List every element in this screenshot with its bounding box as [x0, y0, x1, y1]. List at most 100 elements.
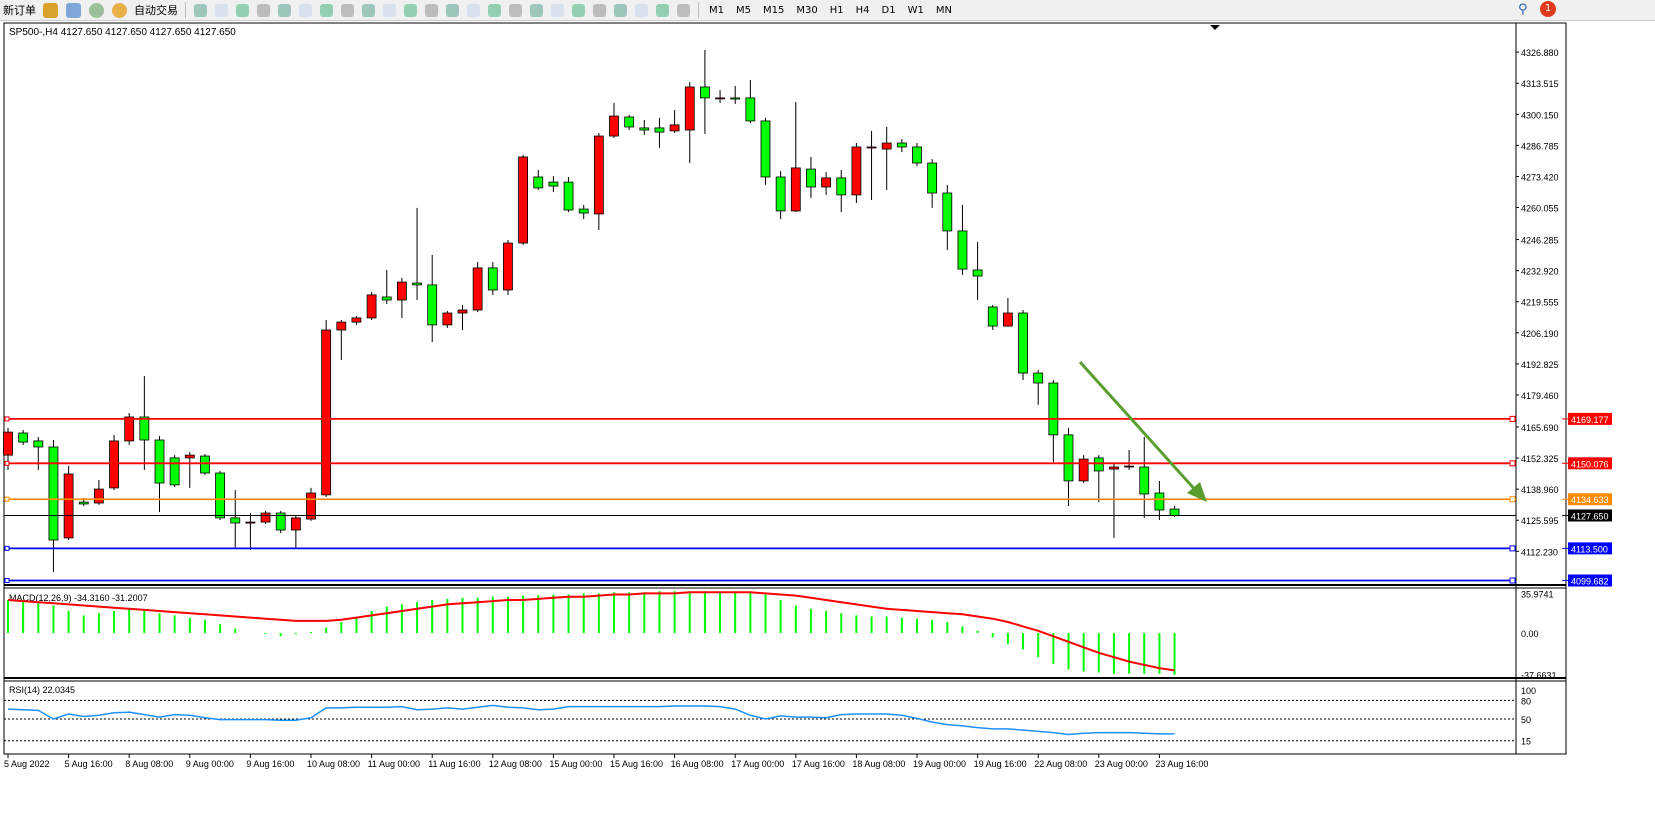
templates-icon[interactable] [467, 3, 480, 17]
candle [684, 82, 695, 164]
indicators-icon[interactable] [425, 3, 438, 17]
market-watch-icon[interactable] [194, 3, 207, 17]
zoom-in-icon[interactable] [320, 3, 333, 17]
price-tick: 4246.285 [1521, 236, 1559, 246]
price-tick: 4286.785 [1521, 141, 1559, 151]
candle [881, 126, 892, 190]
candle [745, 80, 756, 124]
time-label: 9 Aug 00:00 [186, 759, 234, 769]
candle [578, 204, 589, 220]
candle [715, 90, 725, 104]
market-watch-icon[interactable] [43, 2, 58, 18]
label-icon[interactable] [656, 3, 669, 17]
candle [169, 455, 180, 487]
channel-icon[interactable] [614, 3, 627, 17]
level-price-tag [1568, 493, 1612, 506]
time-label: 18 Aug 08:00 [852, 759, 905, 769]
timeframe-m5[interactable]: M5 [736, 4, 751, 16]
candle [896, 139, 907, 153]
candle [366, 292, 377, 320]
bar-chart-icon[interactable] [257, 3, 270, 17]
candle [836, 170, 847, 213]
trend-arrow[interactable] [1078, 360, 1207, 502]
periods-icon[interactable] [446, 3, 459, 17]
signals-icon[interactable] [89, 2, 104, 18]
shift-marker-icon[interactable] [1210, 25, 1220, 30]
data-window-icon[interactable] [215, 3, 228, 17]
time-label: 16 Aug 08:00 [671, 759, 724, 769]
horizontal-line-icon[interactable] [551, 3, 564, 17]
candle [351, 316, 362, 325]
auto-trading-button[interactable]: 自动交易 [134, 4, 178, 17]
candlestick-icon[interactable] [278, 3, 291, 17]
rsi-line [7, 704, 1175, 736]
signals-icon[interactable] [236, 3, 249, 17]
timeframe-m15[interactable]: M15 [763, 4, 785, 16]
time-label: 11 Aug 00:00 [368, 759, 420, 769]
price-tick: 4232.920 [1521, 267, 1559, 277]
line-chart-icon[interactable] [299, 3, 312, 17]
notification-badge[interactable]: 1 [1540, 1, 1556, 17]
timeframe-h4[interactable]: H4 [855, 4, 870, 16]
price-tick: 4273.420 [1521, 172, 1559, 182]
price-tick: 4260.055 [1521, 204, 1559, 214]
macd-tick: 35.9741 [1521, 589, 1554, 599]
price-tick: 4313.515 [1521, 79, 1559, 89]
vertical-line-icon[interactable] [530, 3, 543, 17]
data-window-icon[interactable] [66, 2, 81, 18]
level-price-label: 4150.076 [1571, 459, 1609, 469]
new-order-button[interactable]: 新订单 [3, 4, 36, 17]
price-tick: 4192.825 [1521, 360, 1559, 370]
chart-window[interactable]: SP500-,H4 4127.650 4127.650 4127.650 412… [0, 21, 1655, 818]
chart-shift-icon[interactable] [404, 3, 417, 17]
candle [336, 320, 347, 360]
separator [185, 2, 186, 18]
arrows-icon[interactable] [677, 3, 690, 17]
level-price-tag [1568, 412, 1612, 425]
timeframe-mn[interactable]: MN [935, 4, 952, 16]
candle [18, 430, 29, 445]
timeframe-m30[interactable]: M30 [796, 4, 818, 16]
timeframe-w1[interactable]: W1 [907, 4, 924, 16]
time-label: 15 Aug 16:00 [610, 759, 663, 769]
rsi-tick: 50 [1521, 715, 1531, 725]
candle [200, 453, 210, 475]
candle [245, 513, 256, 550]
candle [639, 120, 650, 135]
tile-icon[interactable] [362, 3, 375, 17]
candle [942, 184, 953, 250]
price-tick: 4219.555 [1521, 298, 1559, 308]
cursor-icon[interactable] [488, 3, 501, 17]
macd-label: MACD(12,26,9) -34.3160 -31.2007 [9, 593, 148, 603]
candle [1154, 480, 1165, 520]
trendline-icon[interactable] [572, 3, 585, 17]
time-label: 15 Aug 00:00 [549, 759, 602, 769]
timeframe-h1[interactable]: H1 [829, 4, 844, 16]
time-label: 23 Aug 16:00 [1155, 759, 1208, 769]
search-icon[interactable]: ⚲ [1518, 2, 1528, 17]
chart-frame [3, 22, 1567, 755]
auto-trading-icon[interactable] [112, 2, 127, 18]
time-label: 9 Aug 16:00 [246, 759, 294, 769]
timeframe-m1[interactable]: M1 [709, 4, 724, 16]
timeframe-d1[interactable]: D1 [881, 4, 896, 16]
rsi-tick: 100 [1521, 686, 1536, 696]
time-label: 23 Aug 00:00 [1095, 759, 1148, 769]
zoom-out-icon[interactable] [341, 3, 354, 17]
price-tick: 4206.190 [1521, 329, 1559, 339]
time-label: 19 Aug 00:00 [913, 759, 966, 769]
candle [1124, 450, 1134, 470]
candle [1109, 463, 1119, 538]
text-icon[interactable] [635, 3, 648, 17]
autoscroll-icon[interactable] [383, 3, 396, 17]
fibonacci-icon[interactable] [593, 3, 606, 17]
candle [775, 170, 786, 220]
candle [412, 207, 422, 300]
level-price-label: 4169.177 [1571, 415, 1609, 425]
candle [1033, 370, 1044, 405]
candle [275, 510, 286, 534]
level-price-tag [1568, 542, 1612, 555]
time-label: 11 Aug 16:00 [428, 759, 480, 769]
time-label: 10 Aug 08:00 [307, 759, 360, 769]
crosshair-icon[interactable] [509, 3, 522, 17]
